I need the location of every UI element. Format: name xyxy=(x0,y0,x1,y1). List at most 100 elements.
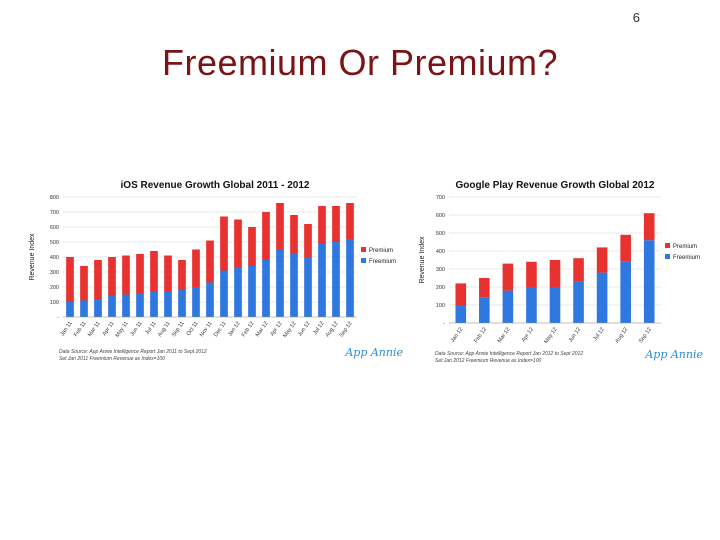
ios-y-tick-label: 800 xyxy=(50,195,59,201)
ios-bar-premium xyxy=(304,224,312,257)
ios-x-tick-label: Jan 12 xyxy=(227,321,241,338)
gp-bar-premium xyxy=(502,263,514,291)
ios-bar-freemium xyxy=(122,294,130,317)
gp-y-tick-label: 300 xyxy=(436,267,445,273)
ios-y-tick-label: 300 xyxy=(50,270,59,276)
ios-revenue-chart: iOS Revenue Growth Global 2011 - 2012 Rev… xyxy=(25,175,405,370)
gp-bar-premium xyxy=(549,260,561,287)
ios-legend-label-freemium: Freemium xyxy=(369,259,396,265)
slide-number: 6 xyxy=(632,10,640,25)
gp-y-tick-label: - xyxy=(443,321,445,327)
gp-x-tick-label: Jan 12 xyxy=(450,327,464,344)
gp-bar-premium xyxy=(596,247,608,273)
gp-legend-swatch-freemium xyxy=(665,254,670,259)
gp-x-tick-label: Jun 12 xyxy=(568,327,582,344)
ios-bar-premium xyxy=(94,260,102,299)
ios-chart-title: iOS Revenue Growth Global 2011 - 2012 xyxy=(121,180,310,191)
ios-bar-premium xyxy=(178,260,186,290)
ios-y-tick-label: 700 xyxy=(50,210,59,216)
ios-bar-freemium xyxy=(248,266,256,317)
ios-chart-svg: iOS Revenue Growth Global 2011 - 2012 Rev… xyxy=(29,180,403,362)
ios-bar-premium xyxy=(150,251,158,292)
gp-bar-freemium xyxy=(479,297,490,323)
ios-bar-premium xyxy=(262,212,270,260)
ios-legend-swatch-freemium xyxy=(361,258,366,263)
ios-source-note: Data Source: App Annie Intelligence Repo… xyxy=(59,349,207,355)
ios-bar-freemium xyxy=(108,296,116,317)
ios-bar-premium xyxy=(66,257,74,302)
gp-bar-premium xyxy=(479,278,490,298)
gp-bar-freemium xyxy=(620,261,631,323)
ios-bar-premium xyxy=(290,215,298,254)
ios-bar-freemium xyxy=(234,267,242,317)
ios-y-tick-label: - xyxy=(57,315,59,321)
ios-bar-freemium xyxy=(206,282,214,317)
ios-bar-premium xyxy=(206,240,214,283)
ios-bar-premium xyxy=(220,216,228,271)
gp-source-note: Set Jan 2012 Freemium Revenue as Index=1… xyxy=(435,358,542,364)
gp-legend-swatch-premium xyxy=(665,243,670,248)
ios-x-tick-label: Jul 12 xyxy=(312,321,325,336)
ios-legend-swatch-premium xyxy=(361,247,366,252)
ios-x-tick-label: May 11 xyxy=(115,321,130,339)
gp-bar-freemium xyxy=(455,305,467,323)
ios-bar-premium xyxy=(332,206,340,242)
ios-x-tick-label: Oct 11 xyxy=(186,321,200,337)
ios-x-tick-label: Feb 11 xyxy=(73,321,88,338)
slide-title: Freemium Or Premium? xyxy=(161,42,559,83)
ios-bar-freemium xyxy=(318,243,326,317)
gp-y-tick-label: 200 xyxy=(436,285,445,291)
gp-chart-title: Google Play Revenue Growth Global 2012 xyxy=(456,180,655,191)
ios-x-tick-label: Apr 12 xyxy=(269,321,283,338)
gp-bar-premium xyxy=(643,213,655,241)
google-play-chart-svg: Google Play Revenue Growth Global 2012 Re… xyxy=(419,180,703,364)
ios-bar-premium xyxy=(192,249,200,287)
ios-x-tick-label: Feb 12 xyxy=(241,321,256,338)
gp-bar-freemium xyxy=(643,240,655,323)
ios-bar-freemium xyxy=(332,242,340,317)
ios-x-tick-label: Jan 11 xyxy=(59,321,73,338)
ios-x-tick-label: Jul 11 xyxy=(145,321,158,336)
ios-app-annie-logo: App Annie xyxy=(344,346,403,359)
ios-y-tick-label: 200 xyxy=(50,285,59,291)
ios-bar-premium xyxy=(80,266,88,301)
gp-bar-premium xyxy=(573,258,584,282)
ios-bar-freemium xyxy=(66,302,74,317)
ios-y-tick-label: 400 xyxy=(50,255,59,261)
gp-y-tick-label: 500 xyxy=(436,231,445,237)
ios-bar-freemium xyxy=(262,260,270,317)
ios-bar-premium xyxy=(318,206,326,244)
ios-x-tick-label: Sep 12 xyxy=(339,321,354,339)
gp-y-tick-label: 700 xyxy=(436,195,445,201)
gp-bar-premium xyxy=(455,283,467,305)
gp-app-annie-logo: App Annie xyxy=(644,348,703,361)
ios-bar-premium xyxy=(276,203,284,250)
gp-source-note: Data Source: App Annie Intelligence Repo… xyxy=(435,351,583,357)
gp-x-tick-label: Feb 12 xyxy=(473,327,488,344)
ios-source-note: Set Jan 2011 Freemium Revenue as Index=1… xyxy=(59,356,165,362)
gp-x-tick-label: May 12 xyxy=(543,327,558,345)
ios-bar-freemium xyxy=(192,287,200,317)
ios-x-tick-label: Dec 11 xyxy=(213,321,228,338)
gp-bar-freemium xyxy=(502,290,514,323)
gp-x-tick-label: Mar 12 xyxy=(497,327,512,344)
ios-bar-freemium xyxy=(276,249,284,317)
ios-x-tick-label: Nov 11 xyxy=(199,321,214,338)
ios-bar-premium xyxy=(136,254,144,293)
ios-bar-premium xyxy=(108,257,116,296)
ios-x-tick-label: Aug 12 xyxy=(325,321,340,339)
gp-bar-freemium xyxy=(549,287,561,323)
gp-legend-label-premium: Premium xyxy=(673,244,697,250)
ios-bar-freemium xyxy=(304,257,312,317)
ios-bar-freemium xyxy=(80,300,88,317)
ios-bar-freemium xyxy=(150,291,158,317)
ios-bar-freemium xyxy=(290,254,298,317)
ios-legend-label-premium: Premium xyxy=(369,248,393,254)
ios-y-tick-label: 600 xyxy=(50,225,59,231)
ios-bar-premium xyxy=(248,227,256,266)
ios-bar-premium xyxy=(234,219,242,268)
gp-y-tick-label: 600 xyxy=(436,213,445,219)
ios-x-tick-label: Aug 11 xyxy=(157,321,172,338)
ios-bar-premium xyxy=(122,255,130,295)
ios-y-tick-label: 500 xyxy=(50,240,59,246)
